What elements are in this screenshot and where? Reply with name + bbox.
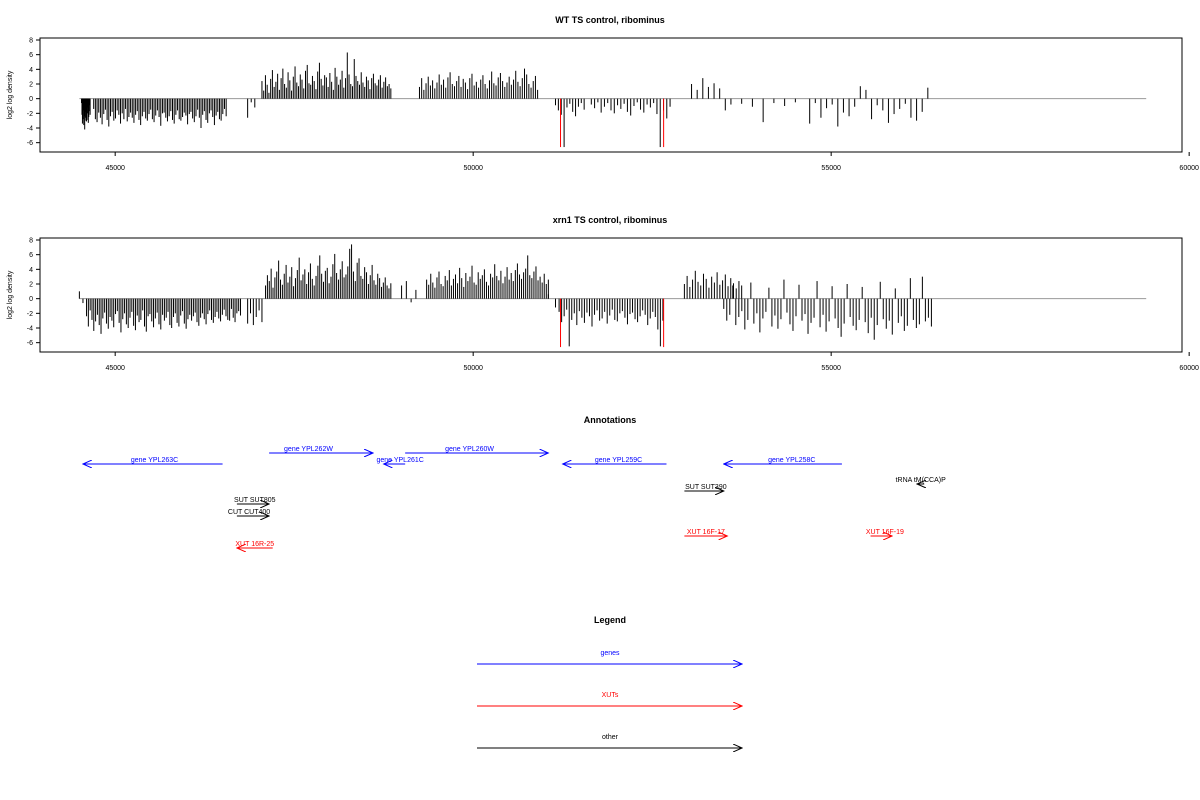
wt-panel-bars (81, 52, 929, 148)
wt-panel-ylabel: log2 log density (7, 70, 14, 119)
feature-label: SUT SUT390 (685, 484, 727, 491)
xrn1-xtick-label: 50000 (463, 365, 483, 372)
wt-panel-title: WT TS control, ribominus (555, 15, 665, 25)
xrn1-xtick-label: 60000 (1179, 365, 1199, 372)
feature-label: gene YPL259C (595, 457, 642, 464)
wt-xtick-label: 60000 (1179, 165, 1199, 172)
xrn1-panel-xaxis: 45000 50000 55000 60000 (105, 352, 1199, 372)
wt-panel: WT TS control, ribominus log2 log densit… (7, 15, 1199, 172)
wt-xtick-label: 55000 (821, 165, 841, 172)
xrn1-panel-bars (78, 244, 932, 348)
xrn1-xtick-label: 45000 (105, 365, 125, 372)
wt-ytick-label: 4 (29, 67, 33, 74)
wt-ytick-label: 6 (29, 52, 33, 59)
xrn1-panel-yaxis: -6 -4 -2 0 2 4 6 8 (27, 238, 40, 347)
xrn1-xtick-label: 55000 (821, 365, 841, 372)
wt-ytick-label: 0 (29, 96, 33, 103)
feature-label: gene YPL258C (768, 457, 815, 464)
wt-panel-frame (39, 37, 1183, 153)
xrn1-panel-title: xrn1 TS control, ribominus (553, 215, 668, 225)
xrn1-panel: xrn1 TS control, ribominus log2 log dens… (7, 215, 1199, 372)
feature-label: gene YPL262W (284, 446, 333, 453)
feature-label: gene YPL260W (445, 446, 494, 453)
legend-items: genes XUTs other (477, 650, 742, 748)
legend-label: other (602, 734, 619, 741)
feature-label: gene YPL261C (376, 457, 423, 464)
xrn1-ytick-label: -6 (27, 340, 33, 347)
wt-ytick-label: 2 (29, 82, 33, 89)
wt-panel-yaxis: -6 -4 -2 0 2 4 6 8 (27, 38, 40, 147)
annotation-features: gene YPL263C gene YPL262W gene YPL261C gene… (83, 446, 946, 548)
xrn1-ytick-label: 6 (29, 252, 33, 259)
feature-label: SUT SUT805 (234, 497, 276, 504)
xrn1-ytick-label: -4 (27, 326, 33, 333)
legend-label: XUTs (602, 692, 619, 699)
xrn1-panel-ylabel: log2 log density (7, 270, 14, 319)
feature-label: XUT 16F-19 (866, 529, 904, 536)
wt-ytick-label: -4 (27, 126, 33, 133)
xrn1-ytick-label: 2 (29, 282, 33, 289)
wt-xtick-label: 45000 (105, 165, 125, 172)
feature-label: gene YPL263C (131, 457, 178, 464)
xrn1-ytick-label: 0 (29, 296, 33, 303)
legend-title: Legend (594, 615, 626, 625)
wt-panel-xaxis: 45000 50000 55000 60000 (105, 152, 1199, 172)
xrn1-ytick-label: 8 (29, 238, 33, 245)
xrn1-ytick-label: -2 (27, 311, 33, 318)
wt-ytick-label: -2 (27, 111, 33, 118)
annotations-title: Annotations (584, 415, 637, 425)
xrn1-panel-frame (39, 237, 1183, 353)
wt-ytick-label: 8 (29, 38, 33, 45)
feature-label: CUT CUT400 (228, 509, 270, 516)
legend-label: genes (600, 650, 620, 657)
feature-label: tRNA tM(CCA)P (896, 477, 947, 484)
wt-ytick-label: -6 (27, 140, 33, 147)
legend: Legend genes XUTs other (477, 615, 742, 748)
wt-xtick-label: 50000 (463, 165, 483, 172)
feature-label: XUT 16R-25 (235, 541, 274, 548)
xrn1-ytick-label: 4 (29, 267, 33, 274)
feature-label: XUT 16F-17 (687, 529, 725, 536)
